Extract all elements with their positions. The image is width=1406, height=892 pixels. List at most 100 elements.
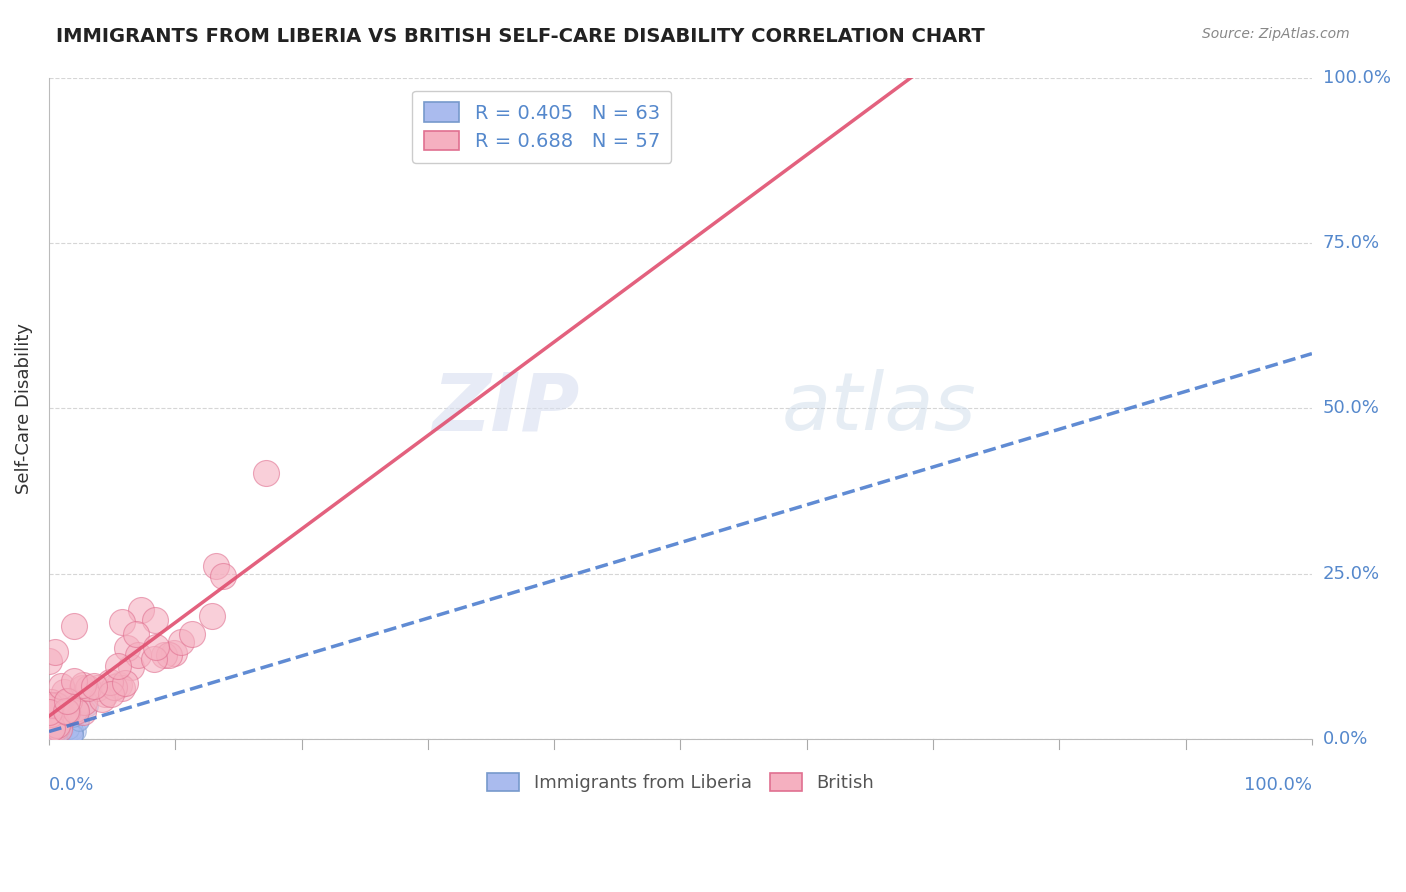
Point [52,723,75,737]
Point [51,679,73,693]
Point [94,687,117,701]
Point [72,678,94,692]
Point [70,681,93,696]
Point [86,681,108,695]
Point [90,692,112,706]
Point [51,731,73,745]
Point [44,714,66,728]
Point [67,713,90,727]
Point [45,728,67,742]
Text: 100.0%: 100.0% [1323,69,1391,87]
Point [143,613,166,627]
Point [45,698,67,712]
Point [38,655,60,669]
Y-axis label: Self-Care Disability: Self-Care Disability [15,323,32,494]
Point [131,603,153,617]
Point [62,710,84,724]
Point [58,722,80,736]
Point [55,717,77,731]
Point [63,674,86,689]
Point [153,648,176,662]
Text: 0.0%: 0.0% [49,775,94,794]
Point [121,660,143,674]
Point [65,704,87,718]
Point [39,710,62,724]
Point [44,721,66,735]
Point [38,728,60,742]
Point [39,731,62,746]
Point [201,609,224,624]
Text: 50.0%: 50.0% [1323,400,1379,417]
Point [111,681,134,695]
Point [111,615,134,629]
Point [65,723,87,738]
Point [48,723,70,737]
Point [45,725,67,739]
Point [45,698,67,713]
Point [44,726,66,740]
Point [41,731,63,745]
Point [46,725,69,739]
Point [211,569,233,583]
Point [44,723,66,737]
Point [103,680,125,694]
Point [46,730,69,744]
Text: IMMIGRANTS FROM LIBERIA VS BRITISH SELF-CARE DISABILITY CORRELATION CHART: IMMIGRANTS FROM LIBERIA VS BRITISH SELF-… [56,27,986,45]
Point [117,640,139,655]
Point [49,718,72,732]
Text: 0.0%: 0.0% [1323,731,1368,748]
Point [58,694,80,708]
Text: 100.0%: 100.0% [1244,775,1312,794]
Point [46,718,69,732]
Point [48,703,70,717]
Point [44,729,66,743]
Point [44,731,66,745]
Point [107,659,129,673]
Point [55,706,77,720]
Text: ZIP: ZIP [432,369,579,447]
Point [44,730,66,744]
Point [127,648,149,662]
Point [38,705,60,719]
Point [46,727,69,741]
Point [52,710,75,724]
Point [41,728,63,742]
Point [44,717,66,731]
Point [41,715,63,730]
Point [42,723,65,737]
Legend: Immigrants from Liberia, British: Immigrants from Liberia, British [475,762,886,803]
Text: 25.0%: 25.0% [1323,565,1381,582]
Point [42,725,65,739]
Point [49,724,72,739]
Point [45,730,67,744]
Point [41,721,63,735]
Point [124,626,146,640]
Point [39,711,62,725]
Point [72,705,94,719]
Point [169,635,191,649]
Point [52,720,75,734]
Point [114,676,136,690]
Point [62,728,84,742]
Point [52,714,75,729]
Point [142,651,165,665]
Point [45,713,67,727]
Point [42,725,65,739]
Point [39,698,62,713]
Point [41,728,63,742]
Point [38,714,60,728]
Point [45,731,67,745]
Point [46,716,69,731]
Point [63,702,86,716]
Point [55,704,77,718]
Point [44,729,66,743]
Point [45,720,67,734]
Point [39,695,62,709]
Point [77,681,100,696]
Point [163,646,186,660]
Point [76,699,98,714]
Point [62,723,84,738]
Point [53,722,76,736]
Text: atlas: atlas [782,369,976,447]
Point [56,693,79,707]
